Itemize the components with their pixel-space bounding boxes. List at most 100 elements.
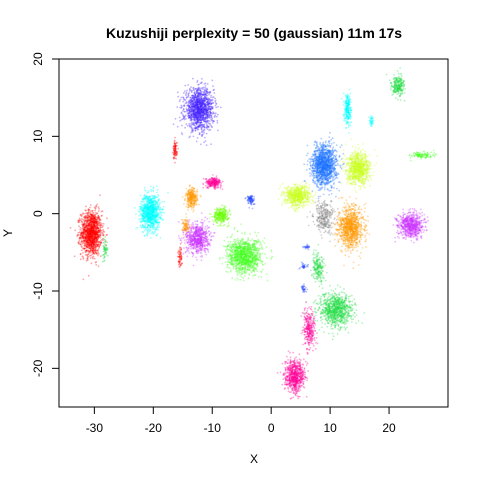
data-point — [87, 220, 89, 223]
data-point — [158, 226, 160, 229]
data-point — [195, 203, 198, 205]
data-point — [156, 191, 158, 194]
data-point — [96, 244, 99, 247]
data-point — [102, 222, 105, 225]
data-point — [206, 94, 209, 97]
data-point — [206, 90, 208, 93]
data-point — [209, 213, 212, 216]
data-point — [151, 222, 154, 225]
data-point — [197, 107, 200, 110]
data-point — [88, 226, 91, 229]
data-point — [205, 178, 208, 180]
data-point — [92, 227, 95, 230]
data-point — [79, 214, 82, 217]
data-point — [196, 81, 199, 83]
data-point — [102, 230, 105, 233]
data-point — [89, 243, 91, 246]
data-point — [158, 209, 161, 211]
data-point — [189, 96, 192, 99]
data-point — [92, 225, 94, 228]
data-point — [190, 199, 193, 201]
data-point — [96, 216, 98, 219]
data-point — [91, 239, 93, 242]
data-point — [206, 103, 209, 106]
data-point — [81, 242, 84, 245]
data-point — [86, 240, 89, 243]
data-point — [192, 98, 195, 100]
data-point — [204, 114, 207, 117]
data-point — [185, 91, 188, 94]
data-point — [203, 141, 206, 144]
data-point — [184, 242, 186, 244]
data-point — [84, 247, 86, 250]
data-point — [83, 239, 86, 242]
data-point — [173, 139, 176, 142]
data-point — [103, 238, 106, 241]
data-point — [102, 225, 104, 227]
data-point — [81, 236, 83, 239]
data-point — [227, 217, 230, 220]
data-point — [190, 86, 192, 89]
data-point — [88, 245, 90, 247]
data-point — [185, 205, 188, 208]
data-point — [93, 238, 96, 241]
data-point — [143, 200, 146, 203]
data-point — [84, 245, 87, 248]
data-point — [215, 218, 218, 221]
data-point — [214, 177, 216, 180]
data-point — [99, 228, 102, 231]
data-point — [188, 102, 191, 105]
data-point — [98, 241, 101, 244]
data-point — [93, 235, 96, 238]
data-point — [99, 194, 101, 197]
data-point — [140, 215, 143, 218]
data-point — [76, 233, 79, 236]
data-point — [88, 247, 91, 250]
data-point — [214, 97, 216, 100]
data-point — [91, 210, 94, 212]
data-point — [96, 236, 98, 239]
data-point — [103, 241, 106, 244]
data-point — [194, 220, 196, 223]
data-point — [85, 225, 87, 228]
data-point — [207, 97, 209, 99]
data-point — [89, 247, 92, 250]
data-point — [89, 233, 91, 236]
data-point — [92, 245, 94, 248]
data-point — [97, 206, 100, 209]
data-point — [82, 233, 85, 236]
data-point — [94, 232, 97, 234]
data-point — [90, 223, 93, 226]
data-point — [89, 222, 91, 224]
data-point — [176, 141, 179, 144]
data-point — [189, 200, 191, 202]
data-point — [91, 236, 94, 238]
data-point — [92, 219, 95, 221]
data-point — [201, 78, 203, 80]
data-point — [189, 126, 192, 128]
data-point — [107, 248, 109, 251]
data-point — [88, 244, 91, 247]
data-point — [204, 117, 207, 120]
data-point — [96, 226, 99, 229]
data-point — [205, 144, 208, 147]
data-point — [97, 221, 100, 224]
data-point — [90, 244, 93, 246]
data-point — [141, 206, 144, 209]
data-point — [149, 210, 151, 212]
data-point — [151, 209, 154, 212]
data-point — [191, 204, 194, 207]
data-point — [190, 98, 193, 101]
data-point — [81, 239, 83, 241]
data-point — [216, 182, 218, 184]
data-point — [154, 200, 157, 203]
data-point — [94, 209, 96, 212]
data-point — [90, 215, 92, 218]
data-point — [92, 238, 94, 241]
data-point — [183, 247, 185, 250]
data-point — [92, 248, 95, 251]
data-point — [216, 225, 219, 227]
data-point — [151, 220, 154, 223]
data-point — [159, 218, 162, 221]
